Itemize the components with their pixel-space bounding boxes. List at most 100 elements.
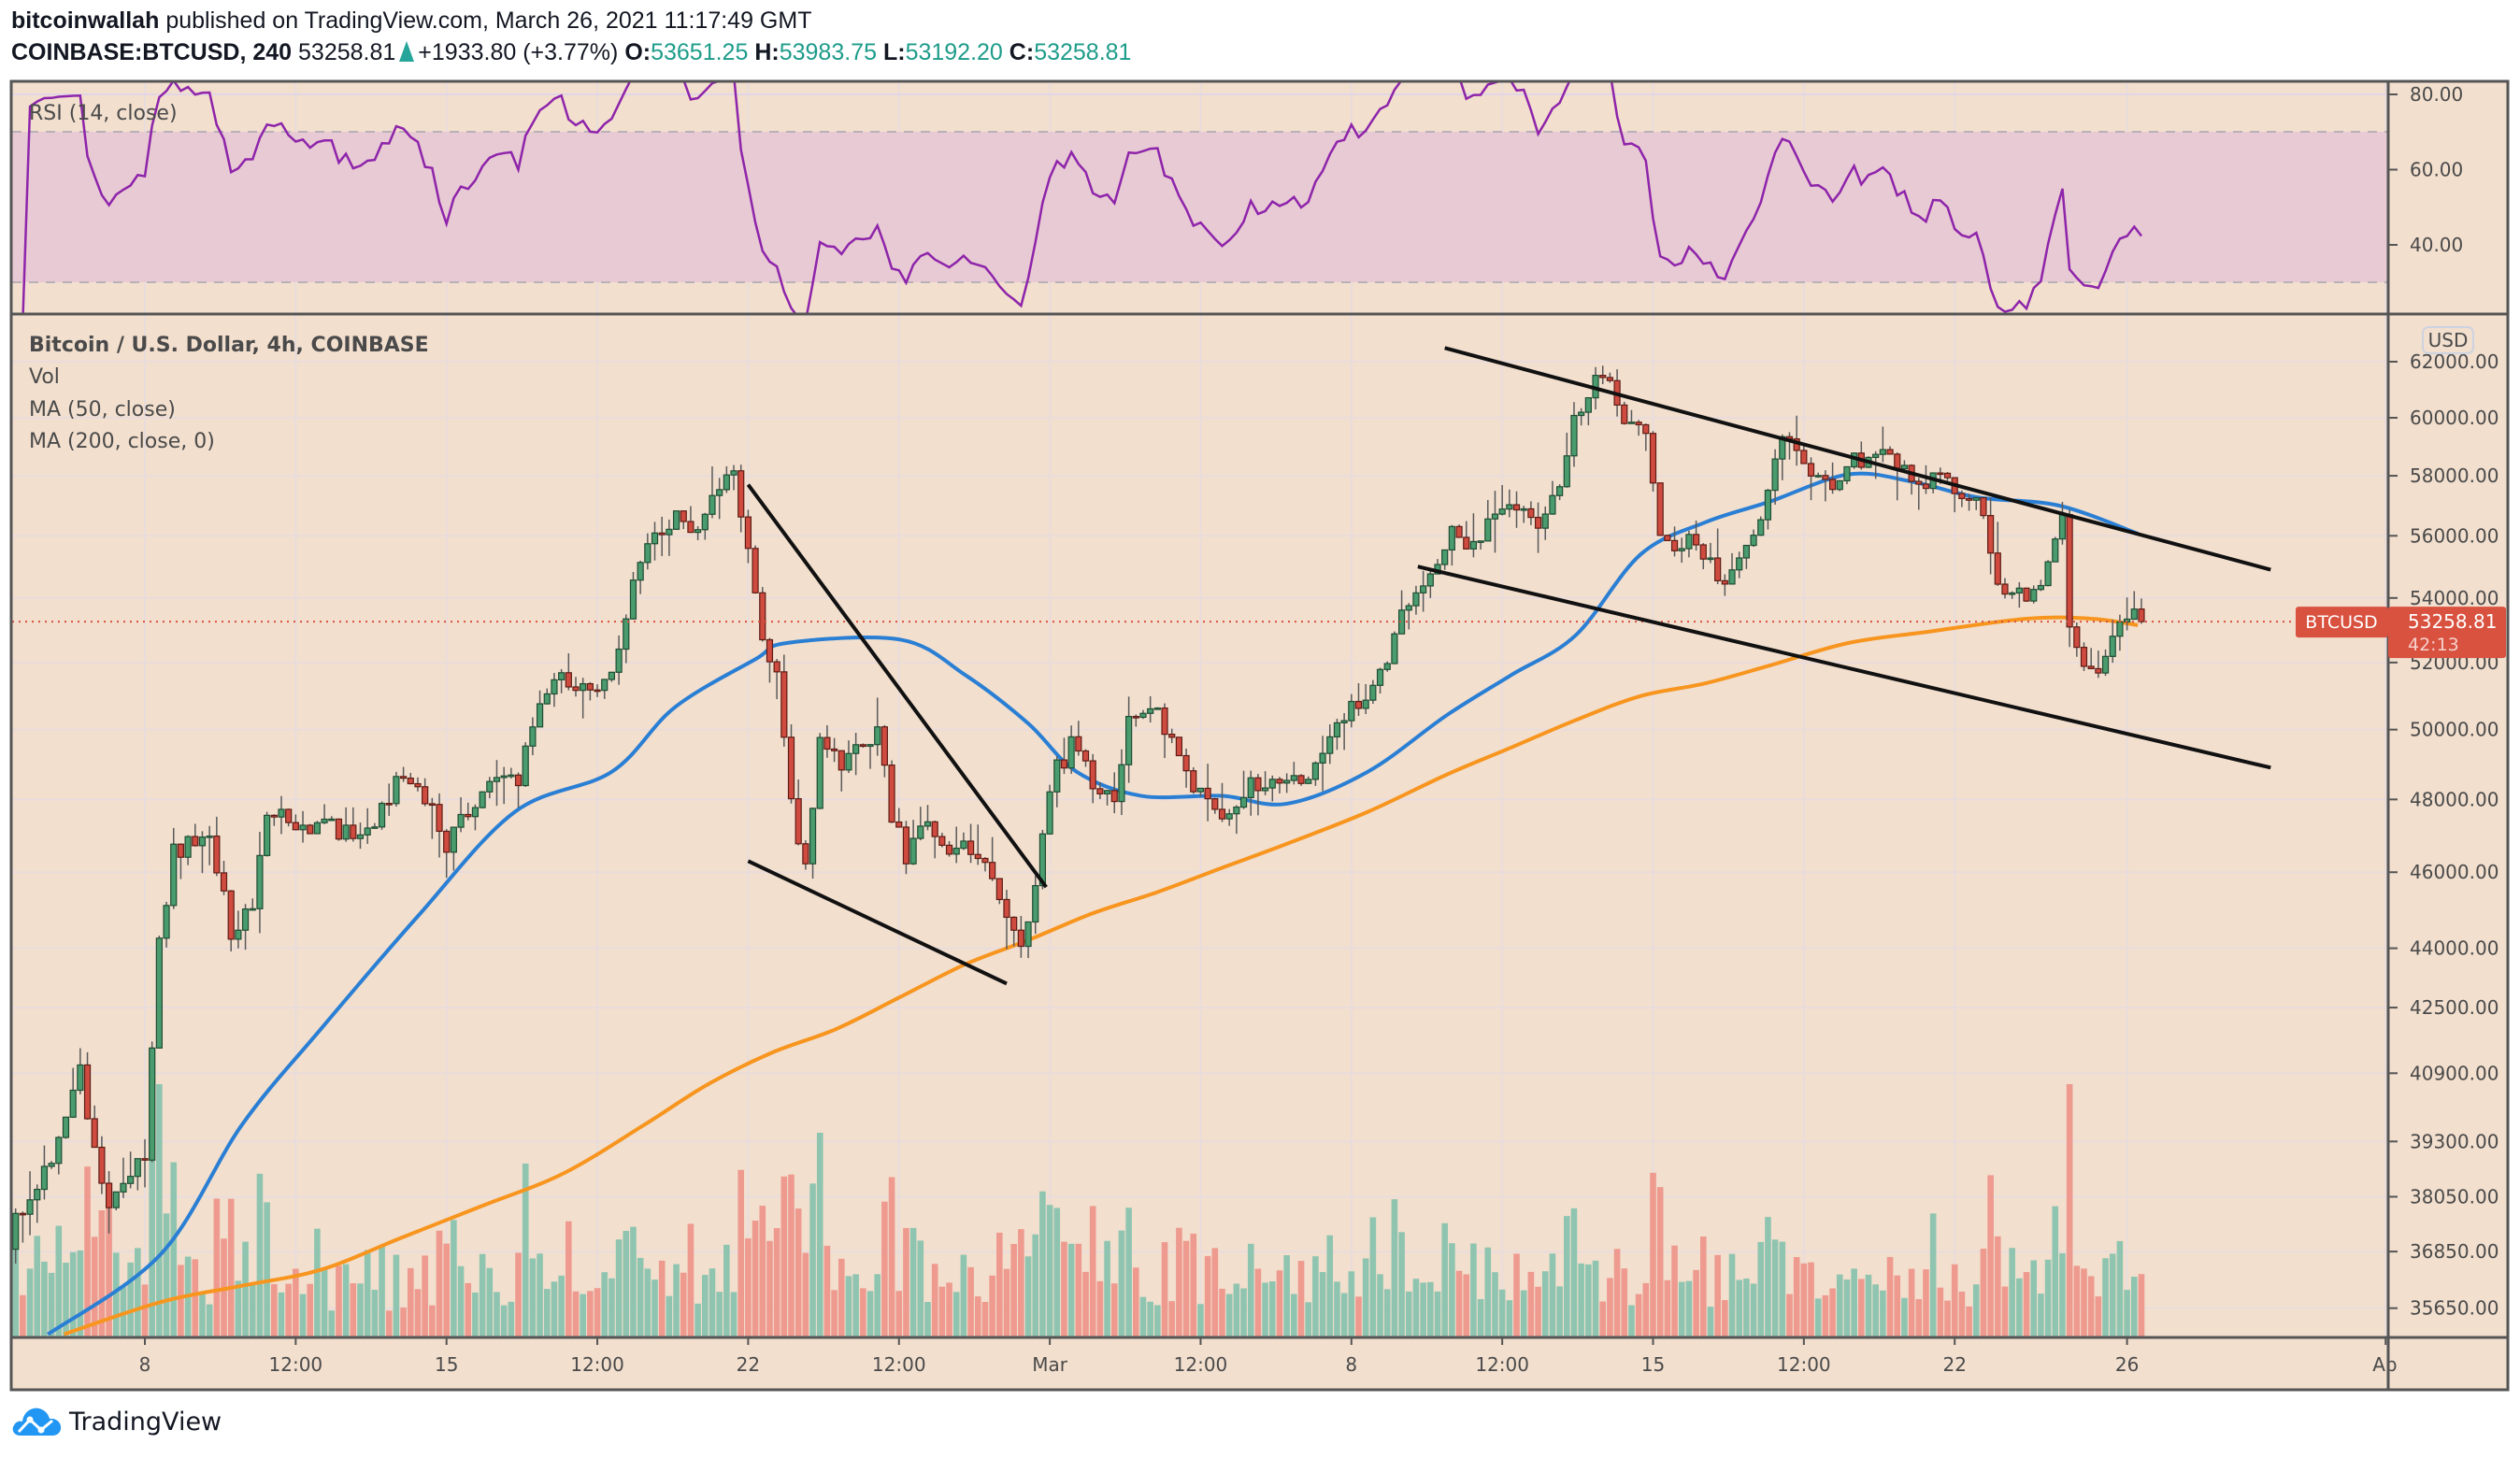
volume-bar (48, 1272, 55, 1336)
candle-body-up (651, 532, 659, 545)
candle-body-up (952, 847, 960, 855)
time-axis[interactable]: 8 12:00 15 12:00 22 12:00 Mar 12:00 8 12:00 15 12:0… (139, 1337, 2398, 1376)
candle (1736, 551, 1743, 579)
volume-bar (500, 1305, 508, 1336)
candle (127, 1151, 135, 1189)
candle (1757, 516, 1765, 536)
volume-bar (1182, 1240, 1190, 1336)
candle-body-up (1836, 479, 1843, 491)
candle-body-up (551, 679, 558, 695)
candle (1326, 724, 1334, 765)
trendline[interactable] (1417, 565, 2271, 770)
volume-bar (342, 1264, 350, 1336)
volume-bar (2081, 1268, 2087, 1336)
volume-bar (1089, 1206, 1096, 1336)
candle-body-up (1225, 813, 1233, 820)
candle-body-down (213, 835, 221, 874)
volume-bar (379, 1245, 385, 1336)
volume-bar (472, 1292, 479, 1336)
time-tick-label: 15 (435, 1353, 458, 1376)
volume-bar (1650, 1172, 1656, 1336)
candle (249, 898, 256, 911)
trendline[interactable] (746, 483, 1048, 889)
volume-bar (1247, 1243, 1254, 1336)
candle-body-down (1089, 760, 1096, 790)
candle (952, 826, 960, 864)
volume-bar (2038, 1294, 2044, 1336)
volume-bar (192, 1259, 199, 1336)
candle-body-down (1692, 534, 1700, 546)
candle (981, 857, 989, 872)
volume-bar (1894, 1275, 1901, 1336)
volume-bar (1268, 1280, 1276, 1336)
candle-body-up (716, 489, 723, 496)
candle (1391, 631, 1398, 665)
candle (486, 777, 494, 799)
volume-bar (1535, 1286, 1541, 1336)
volume-bar (429, 1305, 436, 1336)
volume-bar (1685, 1280, 1693, 1336)
candle-body-down (1980, 496, 1987, 517)
trendlines[interactable] (746, 346, 2271, 986)
volume-bar (1908, 1268, 1915, 1336)
volume-bar (609, 1278, 615, 1336)
candle (1987, 497, 1995, 575)
ma50-legend: MA (50, close) (29, 398, 176, 422)
volume-bar (1578, 1263, 1584, 1336)
volume-bar (26, 1268, 34, 1336)
candle (838, 750, 845, 792)
candle-body-up (1196, 787, 1205, 793)
candle-body-up (1563, 455, 1570, 488)
candle-body-down (859, 744, 866, 748)
ma200-legend: MA (200, close, 0) (29, 430, 215, 453)
volume-bar (1492, 1272, 1498, 1336)
candle (1578, 407, 1585, 426)
candle (1570, 402, 1578, 467)
candle-body-down (1800, 450, 1808, 465)
candle (2044, 560, 2052, 587)
volume-bar (479, 1253, 486, 1336)
volume-bar (1995, 1236, 2001, 1336)
trendline[interactable] (747, 859, 1008, 986)
candle (1721, 574, 1728, 596)
candle (2037, 579, 2044, 592)
volume-bar (845, 1276, 852, 1336)
candle-body-down (1943, 472, 1952, 479)
candle (77, 1048, 84, 1094)
candle (385, 783, 393, 816)
candle (2080, 642, 2088, 671)
candle-body-down (795, 798, 802, 845)
volume-bar (1901, 1297, 1908, 1336)
candle (1254, 773, 1262, 816)
candle (651, 522, 659, 561)
volume-bar (852, 1274, 859, 1336)
candle (1297, 774, 1305, 786)
candle-body-down (2080, 647, 2088, 667)
volume-bar (580, 1294, 586, 1336)
volume-bar (457, 1265, 465, 1336)
candle-body-up (1448, 525, 1455, 551)
volume-bar (1449, 1243, 1455, 1336)
candle-body-down (1915, 480, 1923, 485)
candle-body-down (1599, 375, 1607, 379)
time-tick-label: 12:00 (1475, 1353, 1529, 1376)
tradingview-logo[interactable]: TradingView (11, 1407, 222, 1437)
candle-body-down (2023, 587, 2030, 602)
candle-body-down (514, 774, 523, 787)
time-tick-label: 12:00 (1174, 1353, 1228, 1376)
volume-bar (1678, 1281, 1685, 1336)
volume-bar (1944, 1300, 1951, 1336)
ma200-line (63, 615, 2139, 1336)
candle (960, 832, 967, 850)
volume-bar (1851, 1268, 1857, 1336)
author-name[interactable]: bitcoinwallah (11, 7, 160, 34)
candle (536, 690, 544, 728)
trendline[interactable] (1444, 346, 2271, 572)
candle (1319, 736, 1326, 792)
volume-bar (1865, 1274, 1872, 1336)
candle (1182, 748, 1190, 788)
volume-bar (2138, 1274, 2145, 1336)
currency-badge[interactable]: USD (2422, 326, 2474, 354)
volume-bar (1564, 1216, 1570, 1336)
